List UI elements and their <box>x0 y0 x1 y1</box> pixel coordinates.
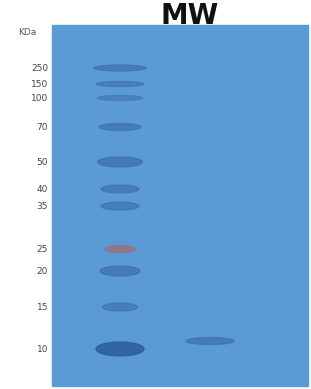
Ellipse shape <box>94 65 146 71</box>
Text: 100: 100 <box>31 93 48 102</box>
Ellipse shape <box>103 303 137 311</box>
Ellipse shape <box>100 266 140 276</box>
Ellipse shape <box>105 245 135 252</box>
Ellipse shape <box>96 82 144 86</box>
Text: 50: 50 <box>36 158 48 166</box>
Ellipse shape <box>101 185 139 193</box>
Text: KDa: KDa <box>18 28 36 37</box>
Ellipse shape <box>98 96 142 100</box>
Text: 15: 15 <box>36 303 48 312</box>
Text: 10: 10 <box>36 345 48 354</box>
Text: 40: 40 <box>37 184 48 193</box>
Text: 250: 250 <box>31 63 48 72</box>
Text: 25: 25 <box>37 245 48 254</box>
Ellipse shape <box>186 338 234 345</box>
Text: 70: 70 <box>36 123 48 131</box>
Ellipse shape <box>96 342 144 356</box>
Text: 20: 20 <box>37 266 48 275</box>
Ellipse shape <box>99 123 141 130</box>
Ellipse shape <box>98 157 142 167</box>
Text: MW: MW <box>161 2 219 30</box>
Text: 35: 35 <box>36 202 48 210</box>
Text: 150: 150 <box>31 79 48 89</box>
Bar <box>52 25 308 386</box>
Ellipse shape <box>101 202 139 210</box>
